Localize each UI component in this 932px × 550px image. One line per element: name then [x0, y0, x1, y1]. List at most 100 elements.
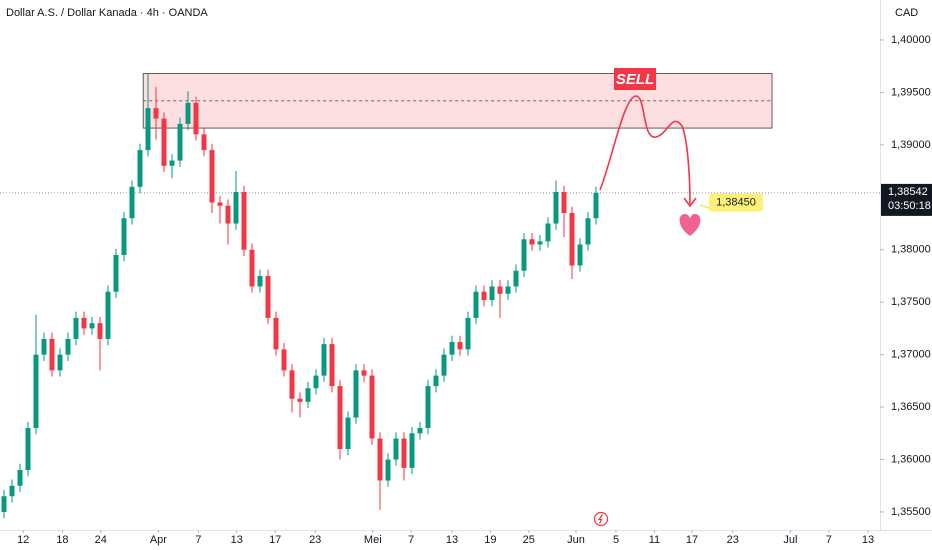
- candle-body: [145, 108, 151, 151]
- x-tick-label: 7: [408, 534, 414, 546]
- candle-body: [177, 123, 183, 161]
- candle-body: [73, 317, 79, 339]
- candle-body: [89, 323, 95, 329]
- candle-body: [385, 459, 391, 481]
- x-tick-label: Mei: [364, 534, 382, 546]
- candle-body: [25, 428, 31, 471]
- sell-label: SELL: [616, 71, 654, 88]
- candle-body: [105, 291, 111, 339]
- candle-body: [441, 354, 447, 376]
- candle-body: [289, 370, 295, 399]
- x-tick-label: 13: [231, 534, 243, 546]
- x-tick-label: 25: [523, 534, 535, 546]
- candle-body: [393, 438, 399, 460]
- candle-body: [433, 375, 439, 387]
- candle-body: [41, 338, 47, 355]
- candle-body: [513, 270, 519, 287]
- sell-label-box: [614, 68, 656, 90]
- y-tick-label: 1,37000: [891, 349, 931, 361]
- x-tick-label: 24: [95, 534, 107, 546]
- chart-title: Dollar A.S. / Dollar Kanada · 4h · OANDA: [6, 7, 208, 19]
- candle-body: [553, 192, 559, 224]
- candle-body: [529, 239, 535, 245]
- candle-body: [353, 370, 359, 418]
- candle-body: [457, 342, 463, 350]
- candle-body: [321, 344, 327, 376]
- candle-body: [233, 192, 239, 224]
- candle-body: [449, 342, 455, 355]
- candle-body: [129, 186, 135, 219]
- candle-body: [57, 354, 63, 371]
- candle-body: [313, 375, 319, 389]
- candle-body: [473, 291, 479, 318]
- x-tick-label: 12: [17, 534, 29, 546]
- candle-body: [1, 496, 7, 512]
- x-tick-label: 5: [613, 534, 619, 546]
- candle-body: [273, 317, 279, 350]
- x-tick-label: Apr: [150, 534, 167, 546]
- x-tick-label: Jul: [783, 534, 797, 546]
- candle-body: [169, 160, 175, 166]
- candle-body: [65, 338, 71, 355]
- candle-body: [561, 192, 567, 214]
- target-label: 1,38450: [716, 196, 756, 208]
- candle-body: [217, 202, 223, 206]
- candle-body: [153, 108, 159, 119]
- x-tick-label: 17: [686, 534, 698, 546]
- candle-body: [9, 485, 15, 497]
- x-tick-label: 19: [484, 534, 496, 546]
- heart: [679, 214, 701, 236]
- x-tick-label: 17: [269, 534, 281, 546]
- icon-bolt: [597, 514, 603, 524]
- x-tick-label: 11: [649, 534, 660, 546]
- candle-body: [545, 223, 551, 242]
- y-tick-label: 1,40000: [891, 34, 931, 46]
- projection-arrow: [683, 197, 697, 208]
- lightning-icon[interactable]: [593, 511, 609, 527]
- candle-body: [329, 344, 335, 387]
- last-price-label: 1,38542: [888, 186, 928, 198]
- candle-body: [401, 438, 407, 468]
- icon-ring: [593, 511, 609, 527]
- candle-body: [17, 470, 23, 486]
- candle-body: [209, 150, 215, 203]
- x-tick-label: 13: [446, 534, 458, 546]
- y-tick-label: 1,39500: [891, 86, 931, 98]
- candle-body: [193, 102, 199, 135]
- candle-body: [265, 275, 271, 318]
- candle-body: [497, 286, 503, 294]
- candle-body: [417, 428, 423, 434]
- x-tick-label: 18: [56, 534, 68, 546]
- candle-body: [297, 398, 303, 402]
- x-tick-label: 13: [862, 534, 874, 546]
- countdown-label: 03:50:18: [888, 200, 931, 212]
- x-tick-label: 7: [826, 534, 832, 546]
- candle-body: [249, 249, 255, 287]
- candle-body: [593, 192, 599, 219]
- candle-body: [185, 102, 191, 124]
- candle-body: [521, 239, 527, 271]
- candle-body: [409, 433, 415, 468]
- target-marker: [709, 193, 763, 212]
- candle-body: [201, 134, 207, 151]
- x-tick-label: 23: [309, 534, 321, 546]
- y-tick-label: 1,36500: [891, 401, 931, 413]
- candle-body: [81, 317, 87, 329]
- y-tick-label: 1,36000: [891, 453, 931, 465]
- candle-body: [49, 338, 55, 371]
- candle-body: [569, 213, 575, 266]
- x-tick-label: Jun: [567, 534, 585, 546]
- y-tick-label: 1,38000: [891, 244, 931, 256]
- candle-body: [337, 386, 343, 450]
- candle-body: [97, 323, 103, 339]
- candle-body: [257, 275, 263, 287]
- candle-body: [465, 317, 471, 350]
- candle-body: [305, 388, 311, 402]
- candle-body: [425, 386, 431, 429]
- candle-body: [345, 417, 351, 450]
- candle-body: [121, 218, 127, 255]
- candle-body: [505, 286, 511, 294]
- currency-label: CAD: [895, 7, 918, 19]
- candle-body: [161, 118, 167, 166]
